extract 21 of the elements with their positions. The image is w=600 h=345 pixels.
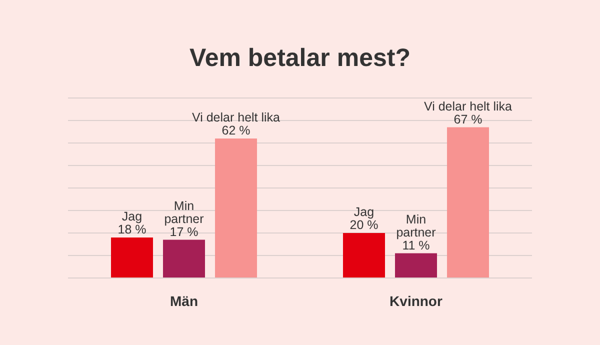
bar (447, 127, 489, 278)
chart-title: Vem betalar mest? (188, 44, 412, 73)
bar (163, 240, 205, 278)
text: Min partner (396, 212, 436, 240)
bar (215, 138, 257, 278)
series-label: Min partner (164, 198, 204, 226)
data-label: 62 % (222, 124, 250, 138)
series-label: Vi delar helt lika (192, 110, 280, 124)
series-label: Jag (122, 210, 142, 224)
data-label: 18 % (118, 222, 146, 236)
text: Vi delar helt lika (424, 99, 512, 114)
data-label: 20 % (350, 218, 378, 232)
x-tick-label: Män (170, 292, 198, 309)
x-tick-label: Kvinnor (390, 292, 443, 309)
bar (395, 253, 437, 278)
data-label: 17 % (170, 224, 198, 239)
data-label: 11 % (402, 238, 430, 252)
text: Jag (354, 205, 374, 219)
bar (343, 233, 385, 278)
data-label: 67 % (454, 112, 482, 126)
bar (111, 238, 153, 278)
